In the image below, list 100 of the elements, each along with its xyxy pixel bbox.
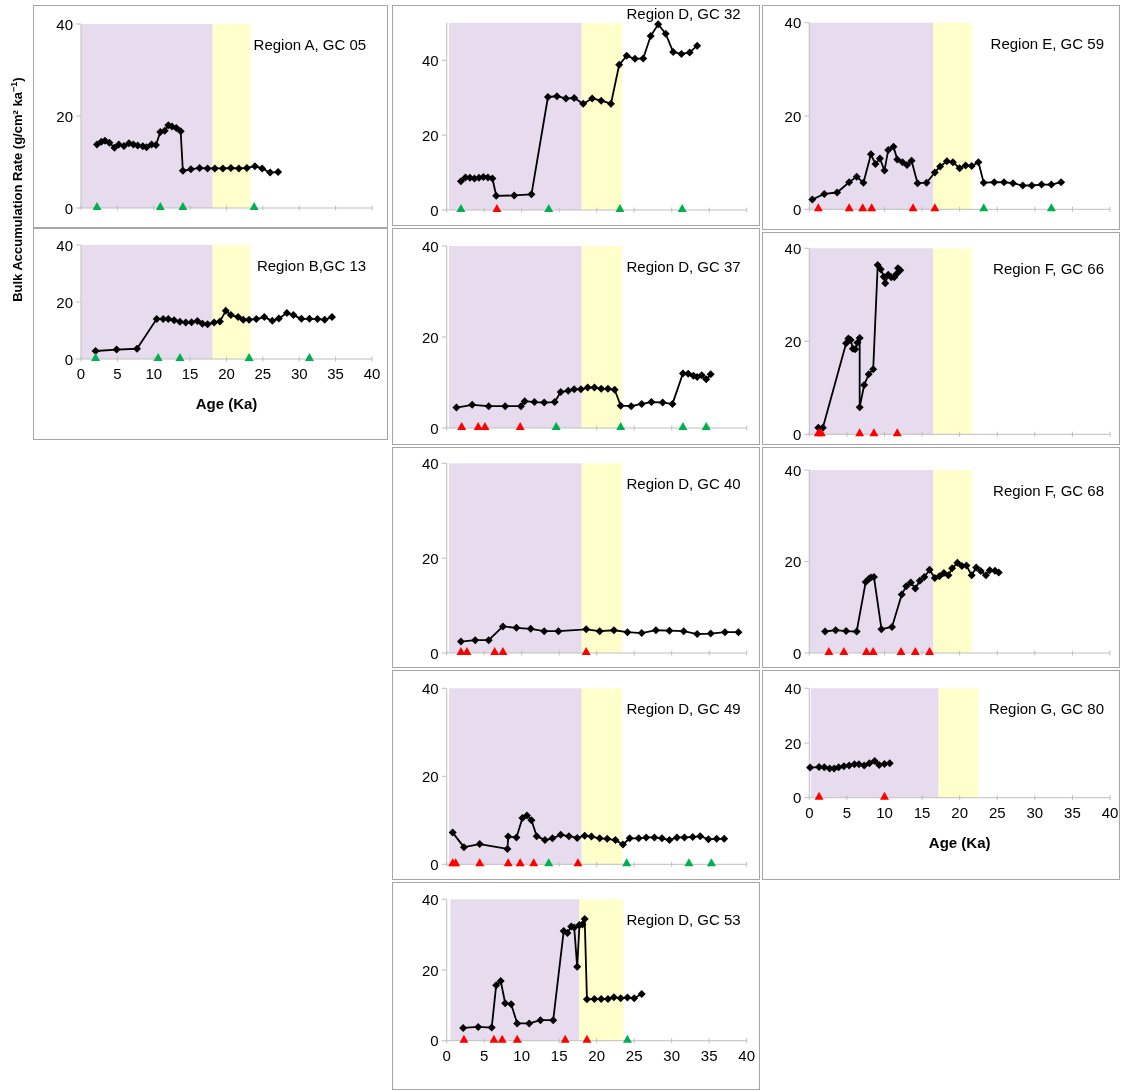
x-tick-label: 25	[625, 1046, 643, 1064]
point	[91, 347, 100, 356]
point	[887, 622, 896, 631]
point	[552, 92, 561, 101]
x-tick-label: 0	[442, 1046, 451, 1064]
point	[172, 123, 181, 132]
y-tick-label: 20	[784, 107, 802, 125]
x-tick-label: 20	[218, 365, 235, 382]
text: Region D, GC 37	[626, 258, 741, 275]
point	[821, 627, 830, 636]
point	[178, 202, 188, 210]
point	[110, 143, 119, 152]
point	[289, 311, 298, 320]
point	[525, 1019, 534, 1028]
text: Region E, GC 59	[990, 34, 1104, 52]
x-axis-title: Age (Ka)	[928, 833, 991, 851]
point	[615, 60, 624, 69]
point	[944, 571, 953, 580]
y-tick-label: 0	[430, 419, 439, 437]
point	[105, 138, 114, 147]
point	[623, 993, 632, 1002]
x-tick-label: 35	[700, 1046, 718, 1064]
point	[609, 993, 618, 1002]
point	[896, 647, 906, 655]
point	[181, 318, 190, 327]
x-tick-label: 10	[145, 365, 163, 382]
x-tick-label: 40	[1101, 803, 1119, 821]
point	[536, 1016, 545, 1025]
point	[855, 403, 864, 412]
x-tick-label: 5	[842, 803, 852, 821]
y-tick-label: 20	[422, 126, 439, 144]
point	[544, 204, 554, 212]
x-tick-label: 25	[254, 365, 272, 382]
y-tick-label: 40	[784, 679, 802, 697]
x-tick-label: 15	[550, 1046, 568, 1064]
point	[615, 204, 625, 212]
point	[948, 564, 957, 573]
y-tick-label: 0	[792, 425, 802, 443]
x-tick-label: 40	[738, 1046, 756, 1064]
y-tick-label: 40	[56, 236, 73, 254]
point	[925, 647, 935, 655]
point	[456, 177, 465, 186]
text: Region D, GC 49	[626, 700, 741, 718]
y-tick-label: 20	[422, 767, 439, 785]
point	[305, 314, 314, 323]
point	[842, 627, 851, 636]
point	[234, 313, 243, 322]
point	[313, 315, 322, 324]
point	[153, 353, 163, 361]
point	[250, 162, 259, 171]
point	[842, 339, 851, 348]
point	[274, 168, 283, 177]
point	[579, 99, 588, 108]
chart-title: Region D, GC 32	[626, 4, 741, 22]
point	[930, 573, 939, 582]
point	[176, 127, 185, 136]
point	[513, 1019, 522, 1028]
y-tick-label: 0	[792, 200, 802, 218]
y-tick-label: 20	[422, 549, 439, 567]
point	[92, 202, 102, 210]
text: Region D, GC 40	[626, 475, 741, 493]
x-tick-label: 30	[663, 1046, 681, 1064]
text: Region A, GC 05	[253, 36, 367, 53]
point	[459, 1034, 469, 1043]
point	[906, 578, 915, 587]
point	[985, 566, 994, 575]
point	[915, 576, 924, 585]
point	[622, 1034, 632, 1043]
x-tick-label: 10	[513, 1046, 531, 1064]
point	[852, 627, 861, 636]
point	[234, 164, 243, 173]
point	[563, 928, 572, 937]
point	[911, 584, 920, 593]
point	[492, 204, 502, 212]
point	[902, 582, 911, 591]
point	[646, 31, 655, 40]
point	[160, 126, 169, 135]
y-tick-label: 20	[784, 553, 802, 570]
point	[496, 976, 505, 985]
point	[175, 317, 184, 326]
point	[266, 168, 275, 177]
point	[218, 164, 227, 173]
point	[274, 314, 283, 323]
point	[282, 309, 291, 318]
y-tick-label: 20	[422, 961, 439, 979]
point	[864, 370, 873, 379]
point	[488, 174, 497, 183]
x-tick-label: 10	[876, 803, 893, 821]
point	[861, 647, 871, 655]
point	[685, 48, 694, 57]
point	[881, 279, 890, 288]
point	[967, 571, 976, 580]
y-tick-label: 40	[784, 461, 802, 479]
point	[543, 92, 552, 101]
y-tick-label: 40	[422, 454, 439, 472]
y-tick-label: 0	[430, 201, 439, 219]
point	[560, 1034, 570, 1043]
y-tick-label: 20	[784, 734, 802, 752]
point	[133, 344, 142, 353]
x-tick-label: 35	[327, 365, 344, 382]
